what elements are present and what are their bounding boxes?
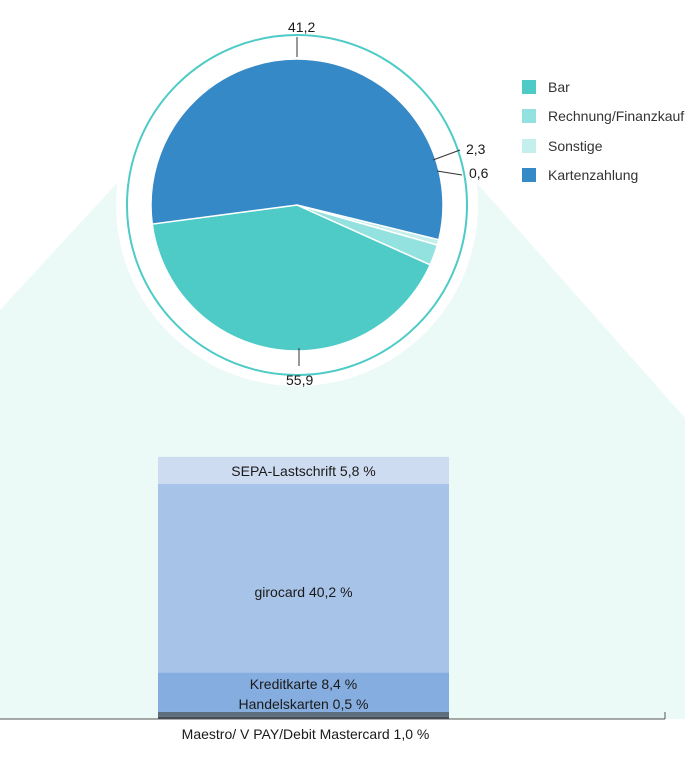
pie-label-rechnung: 2,3 <box>466 141 486 157</box>
legend-label-rechnung: Rechnung/Finanzkauf <box>548 108 685 125</box>
pie-label-sonstige: 0,6 <box>469 165 489 181</box>
legend-item-karte: Kartenzahlung <box>522 161 684 191</box>
pie-slice-karte <box>150 58 444 241</box>
pie-slices <box>150 58 444 352</box>
pie-label-bar: 41,2 <box>288 19 316 35</box>
legend-item-rechnung: Rechnung/Finanzkauf <box>522 102 684 132</box>
pie-leader-line <box>436 170 463 176</box>
legend-label-karte: Kartenzahlung <box>548 167 639 184</box>
legend-swatch-rechnung <box>522 109 536 124</box>
segment-sepa <box>158 456 449 485</box>
segment-label-handelskarten: Handelskarten 0,5 % <box>238 696 369 712</box>
legend-swatch-bar <box>522 79 536 94</box>
segment-handelskarten <box>158 716 449 719</box>
pie-label-karte: 55,9 <box>286 372 314 388</box>
legend-swatch-sonstige <box>522 138 536 153</box>
pie-leader-line <box>432 149 461 161</box>
legend-label-bar: Bar <box>548 78 570 95</box>
legend-item-bar: Bar <box>522 72 684 102</box>
pie-outer-ring <box>126 34 468 376</box>
segment-girocard <box>158 484 449 673</box>
legend-swatch-karte <box>522 168 536 183</box>
pie-legend: Bar Rechnung/Finanzkauf Sonstige Kartenz… <box>522 72 684 190</box>
pie-leader-lines <box>296 37 463 366</box>
segment-label-sepa: SEPA-Lastschrift 5,8 % <box>231 463 376 479</box>
segment-label-girocard: girocard 40,2 % <box>254 584 353 600</box>
segment-label-maestro: Maestro/ V PAY/Debit Mastercard 1,0 % <box>181 726 430 742</box>
pie-slice-bar <box>151 204 432 352</box>
legend-item-sonstige: Sonstige <box>522 131 684 161</box>
segment-maestro <box>158 711 449 717</box>
segment-label-kreditkarte: Kreditkarte 8,4 % <box>249 676 358 692</box>
stacked-bar <box>158 456 449 719</box>
segment-kreditkarte <box>158 672 449 712</box>
legend-label-sonstige: Sonstige <box>548 137 603 154</box>
